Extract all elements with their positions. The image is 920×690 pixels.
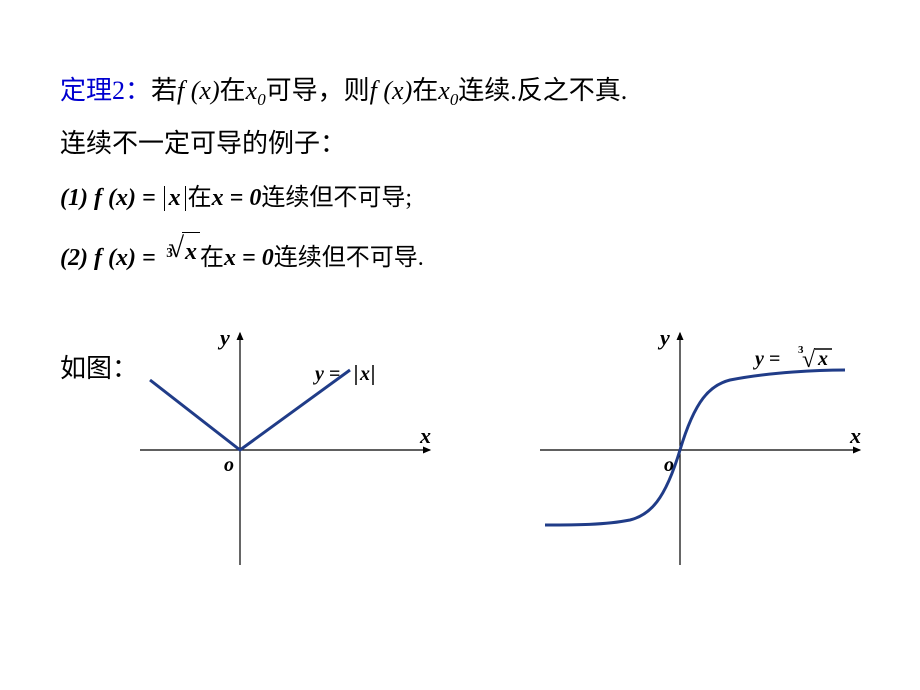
ex2-at: 在 — [200, 245, 224, 271]
x0-1: x0 — [246, 76, 266, 105]
svg-text:y =: y = — [753, 348, 780, 370]
ex1-x0: x = 0 — [212, 185, 262, 211]
at-1: 在 — [220, 76, 246, 105]
content-area: 定理2：若f (x)在x0可导，则f (x)在x0连续.反之不真. 连续不一定可… — [0, 0, 920, 278]
theorem-prefix: 若 — [151, 76, 177, 105]
origin-label-2: o — [664, 454, 674, 476]
origin-label: o — [224, 454, 234, 476]
ex1-prefix: (1) — [60, 185, 94, 211]
cube-root: 3√x — [162, 225, 200, 271]
ex1-at: 在 — [188, 185, 212, 211]
x-axis-label: x — [419, 423, 431, 448]
abs-value: x — [164, 186, 186, 211]
x-axis-label-2: x — [849, 423, 861, 448]
f-of-x-1: f (x) — [177, 76, 220, 105]
ex1-func: f (x) = — [94, 185, 162, 211]
x0-2: x0 — [438, 76, 458, 105]
example-2: (2) f (x) = 3√x在x = 0连续但不可导. — [60, 225, 860, 277]
ex2-func: f (x) = — [94, 245, 162, 271]
theorem-label: 定理2： — [60, 76, 151, 105]
at-2: 在 — [412, 76, 438, 105]
svg-text:√: √ — [802, 347, 816, 373]
graph-abs: y x o y = x — [120, 325, 440, 585]
y-axis-label-2: y — [657, 325, 670, 350]
cont-text: 连续. — [458, 76, 517, 105]
converse-text: 反之不真. — [517, 76, 628, 105]
ex2-prefix: (2) — [60, 245, 94, 271]
example-1: (1) f (x) = x在x = 0连续但不可导; — [60, 179, 860, 217]
theorem-line: 定理2：若f (x)在x0可导，则f (x)在x0连续.反之不真. — [60, 70, 860, 113]
eq-label-cbrt: y = 3 √ x — [753, 344, 832, 373]
y-axis-label: y — [217, 325, 230, 350]
diff-text: 可导，则 — [266, 76, 370, 105]
subtitle-line: 连续不一定可导的例子： — [60, 123, 860, 165]
ex2-x0: x = 0 — [224, 245, 274, 271]
svg-text:x: x — [359, 363, 370, 385]
ex2-suffix: 连续但不可导. — [274, 245, 424, 271]
cbrt-curve — [545, 370, 845, 525]
svg-text:y =: y = — [313, 363, 340, 385]
svg-text:x: x — [817, 348, 828, 370]
ex1-suffix: 连续但不可导; — [261, 185, 412, 211]
graph-cbrt: y x o y = 3 √ x — [520, 325, 870, 585]
f-of-x-2: f (x) — [370, 76, 413, 105]
